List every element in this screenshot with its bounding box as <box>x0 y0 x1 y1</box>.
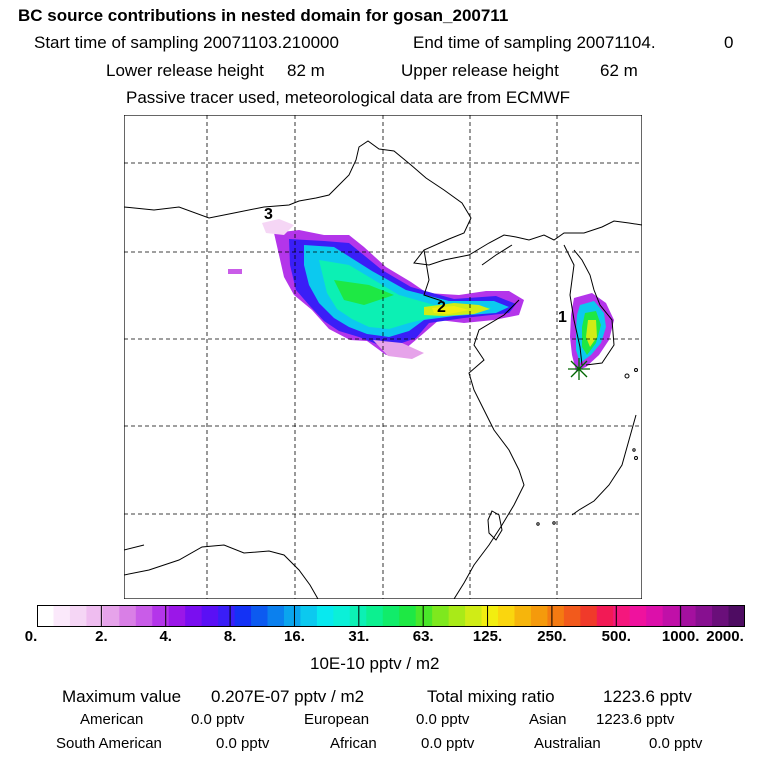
islands <box>536 368 638 526</box>
color-scale-swatch <box>37 605 54 627</box>
color-scale-swatch <box>646 605 664 627</box>
color-scale-swatch <box>498 605 515 627</box>
color-scale-swatch <box>300 605 318 627</box>
total-mixing-value: 1223.6 pptv <box>603 687 692 706</box>
color-scale-swatch <box>530 605 548 627</box>
color-scale-swatch <box>267 605 285 627</box>
plot-title: BC source contributions in nested domain… <box>18 6 509 25</box>
max-value-label: Maximum value <box>62 687 182 706</box>
color-scale-swatch <box>563 605 581 627</box>
color-scale-swatch <box>201 605 219 627</box>
color-scale-swatch <box>679 605 697 627</box>
lower-release-label: Lower release height <box>106 61 264 80</box>
color-scale-bar <box>37 605 745 627</box>
color-scale-swatch <box>218 605 236 627</box>
american-label: American <box>80 711 144 728</box>
color-scale-unit: 10E-10 pptv / m2 <box>310 654 440 673</box>
color-scale-swatch <box>514 605 532 627</box>
color-scale-swatch <box>316 605 334 627</box>
color-scale-swatch <box>596 605 614 627</box>
color-scale-tick-label: 2. <box>95 628 108 645</box>
color-scale-swatch <box>399 605 417 627</box>
asterisk-icon <box>568 358 590 380</box>
lat-lon-grid <box>124 115 642 599</box>
color-scale-swatch <box>366 605 384 627</box>
color-scale-swatch <box>448 605 466 627</box>
upper-release-value: 62 m <box>600 61 638 80</box>
color-scale-swatch <box>333 605 351 627</box>
tracer-note: Passive tracer used, meteorological data… <box>126 88 571 107</box>
region-label-1: 1 <box>558 309 567 326</box>
color-scale-swatch <box>168 605 186 627</box>
color-scale-tick-label: 63. <box>412 628 434 645</box>
color-scale-swatch <box>251 605 269 627</box>
color-scale-swatch <box>465 605 483 627</box>
south-american-value: 0.0 pptv <box>216 735 270 752</box>
south-american-label: South American <box>56 735 162 752</box>
asian-label: Asian <box>529 711 567 728</box>
color-scale-swatch <box>415 605 433 627</box>
african-label: African <box>330 735 377 752</box>
color-scale-swatch <box>53 605 71 627</box>
color-scale-tick-label: 125. <box>472 628 503 645</box>
color-scale-swatch <box>712 605 730 627</box>
color-scale-swatch <box>629 605 647 627</box>
color-scale-tick-label: 250. <box>537 628 567 645</box>
total-mixing-label: Total mixing ratio <box>427 687 555 706</box>
region-label-2: 2 <box>437 299 446 316</box>
european-label: European <box>304 711 370 728</box>
end-time-label: End time of sampling 20071104. <box>413 33 656 52</box>
color-scale-swatch <box>481 605 499 627</box>
color-scale-swatch <box>102 605 120 627</box>
source-plume <box>228 219 614 371</box>
color-scale-swatch <box>580 605 598 627</box>
color-scale-swatch <box>547 605 565 627</box>
australian-value: 0.0 pptv <box>649 735 703 752</box>
australian-label: Australian <box>534 735 601 752</box>
color-scale-tick-label: 8. <box>223 628 237 645</box>
african-value: 0.0 pptv <box>421 735 475 752</box>
color-scale-swatch <box>152 605 170 627</box>
color-scale-tick-label: 31. <box>348 628 370 645</box>
color-scale-tick-label: 500. <box>601 628 631 645</box>
coastlines <box>124 140 642 599</box>
footprint-map: 1 2 3 <box>124 115 642 599</box>
color-scale-swatch <box>86 605 104 627</box>
color-scale-swatch <box>728 605 745 627</box>
color-scale-swatch <box>69 605 87 627</box>
color-scale-swatch <box>432 605 450 627</box>
region-label-3: 3 <box>264 206 273 223</box>
color-scale-swatch <box>613 605 631 627</box>
start-time-label: Start time of sampling 20071103.210000 <box>34 33 339 52</box>
color-scale-swatch <box>185 605 203 627</box>
end-time-value: 0 <box>724 33 734 52</box>
color-scale-swatch <box>234 605 252 627</box>
color-scale-tick-label: 1000. <box>661 628 700 645</box>
color-scale-frame <box>37 605 745 627</box>
lower-release-value: 82 m <box>287 61 325 80</box>
color-scale-tick-label: 2000. <box>706 628 744 645</box>
color-scale-swatch <box>662 605 680 627</box>
color-scale-swatch <box>135 605 153 627</box>
color-scale-swatch <box>283 605 301 627</box>
color-scale-swatch <box>119 605 137 627</box>
color-scale-tick-label: 16. <box>284 628 305 645</box>
color-scale-tick-label: 0. <box>24 628 38 645</box>
upper-release-label: Upper release height <box>401 61 559 80</box>
color-scale-swatch <box>695 605 713 627</box>
asian-value: 1223.6 pptv <box>596 711 675 728</box>
color-scale-tick-label: 4. <box>159 628 172 645</box>
european-value: 0.0 pptv <box>416 711 470 728</box>
american-value: 0.0 pptv <box>191 711 245 728</box>
color-scale-swatch <box>382 605 400 627</box>
max-value: 0.207E-07 pptv / m2 <box>211 687 365 706</box>
